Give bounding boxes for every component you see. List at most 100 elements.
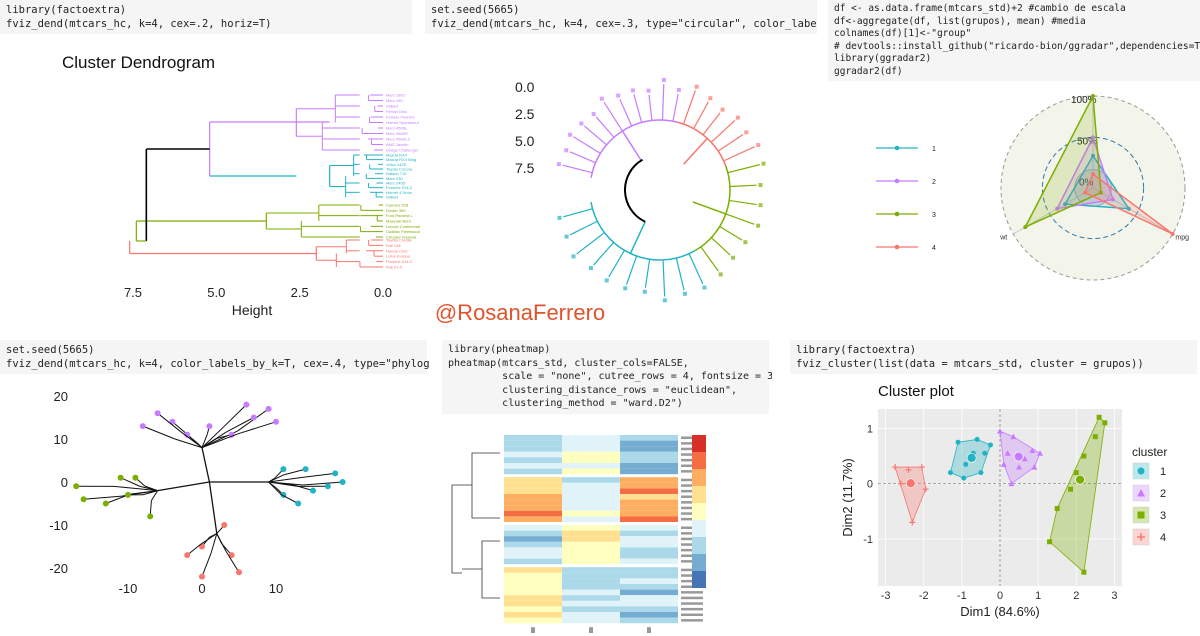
heatmap-cell <box>504 584 562 590</box>
legend-marker <box>894 145 900 151</box>
phylo-branch <box>222 404 247 429</box>
legend-color-stop <box>692 469 706 486</box>
phylo-branch <box>216 533 227 552</box>
circular-branch <box>702 112 721 136</box>
heatmap-cell <box>504 547 562 553</box>
leaf-label: Pontiac Firebird <box>386 115 414 120</box>
heatmap-cell <box>562 612 620 618</box>
cluster-point <box>1081 453 1087 459</box>
leaf-label-mark <box>662 298 667 303</box>
cluster-scatter-chart: Cluster plot -3 -2 -1 0 1 2 3 1 0 -1 Dim1 (84.6%) Di… <box>840 383 1167 619</box>
heatmap-cell <box>562 488 620 494</box>
heatmap-cell <box>504 553 562 559</box>
legend-marker <box>894 211 900 217</box>
circular-branch <box>682 90 696 125</box>
circular-branch <box>717 134 744 152</box>
x-tick-label: 5.0 <box>207 285 225 300</box>
leaf-label: Merc 450SE <box>386 131 408 136</box>
leaf-label: Valiant <box>386 104 399 109</box>
leaf-label: Merc 450SL <box>386 126 408 131</box>
radar-point <box>1110 197 1115 202</box>
cluster-point <box>1092 434 1098 440</box>
radial-tick-label: 7.5 <box>515 160 535 176</box>
code-block-3: df <- as.data.frame(mtcars_std)+2 #cambi… <box>828 0 1200 81</box>
phylo-branch <box>157 412 182 433</box>
leaf-label-mark <box>718 272 723 277</box>
heatmap-cell <box>620 617 678 624</box>
cluster-point <box>955 439 961 445</box>
circular-branch <box>700 246 719 272</box>
legend-title: cluster <box>1132 445 1167 459</box>
circular-branch <box>723 146 755 162</box>
phylo-tip <box>154 410 161 417</box>
leaf-label: Duster 360 <box>386 208 406 213</box>
phylo-tip <box>125 491 131 498</box>
heatmap-cell <box>562 595 620 601</box>
heatmap-cell <box>504 536 562 542</box>
phylo-tip <box>117 474 124 481</box>
phylo-tip <box>73 483 80 490</box>
cluster-point <box>1054 506 1060 512</box>
leaf-label-mark <box>744 130 749 135</box>
heatmap-cell <box>504 482 562 489</box>
y-tick-label: -1 <box>863 534 873 546</box>
heatmap-cell <box>620 463 678 469</box>
radar-grid-label: 0% <box>1079 178 1094 189</box>
heatmap-cell <box>504 525 562 531</box>
leaf-label: Cadillac Fleetwood <box>386 229 420 234</box>
heatmap-cell <box>504 499 562 506</box>
heatmap-cell <box>620 440 678 447</box>
cluster-point <box>997 428 1003 434</box>
x-tick-label: -10 <box>119 581 138 596</box>
phylo-branch <box>201 434 208 448</box>
heatmap-cell <box>504 617 562 624</box>
cluster-point <box>1008 480 1015 487</box>
code-line: set.seed(5665) <box>431 4 520 16</box>
heatmap-cell <box>562 457 620 463</box>
y-tick-label: -20 <box>49 561 68 576</box>
code-line: library(pheatmap) <box>448 344 551 355</box>
x-tick-label: 0.0 <box>374 285 392 300</box>
heatmap-cell <box>504 451 562 458</box>
heatmap-cell <box>504 505 562 511</box>
phylo-branch <box>216 526 223 534</box>
heatmap-cell <box>620 547 678 553</box>
leaf-label-mark <box>756 143 761 148</box>
leaf-label-mark <box>676 87 681 92</box>
leaf-label: Merc 230 <box>386 176 403 181</box>
x-tick-label: 1 <box>1035 590 1041 602</box>
cluster-point <box>963 461 969 467</box>
heatmap-cell <box>620 612 678 618</box>
radar-axis-label: wt <box>999 235 1007 242</box>
leaf-label-mark <box>756 223 761 228</box>
legend-label: 4 <box>932 245 936 252</box>
legend-marker <box>1137 467 1145 475</box>
heatmap-cell <box>620 446 678 452</box>
circular-branch <box>725 213 755 225</box>
phylo-branch <box>293 484 314 492</box>
circular-branch <box>710 237 731 256</box>
chart-title: Cluster plot <box>878 383 955 400</box>
cluster-centroid <box>1075 474 1085 485</box>
leaf-label: Merc 450SLC <box>386 137 411 142</box>
heatmap-cell <box>504 435 562 441</box>
cluster-point <box>1081 569 1087 575</box>
phylo-branch <box>280 494 299 504</box>
leaf-label: Hornet 4 Drive <box>386 190 413 195</box>
circular-trunk <box>683 137 708 165</box>
heatmap-cell <box>620 477 678 483</box>
leaf-label-mark <box>564 234 569 239</box>
heatmap-cell <box>504 488 562 494</box>
code-line: df <- as.data.frame(mtcars_std)+2 #cambi… <box>834 3 1126 14</box>
circular-branch <box>661 83 665 121</box>
heatmap-cell <box>504 468 562 475</box>
phylo-branch <box>174 438 203 449</box>
phylo-branch <box>200 533 218 545</box>
code-line: clustering_method = "ward.D2") <box>448 398 683 409</box>
phylo-branch <box>226 417 255 433</box>
phylo-branch <box>268 481 282 495</box>
phylo-tip <box>80 496 87 503</box>
heatmap-cell <box>562 446 620 452</box>
heatmap-cell <box>504 578 562 584</box>
phylo-tip <box>265 405 272 412</box>
